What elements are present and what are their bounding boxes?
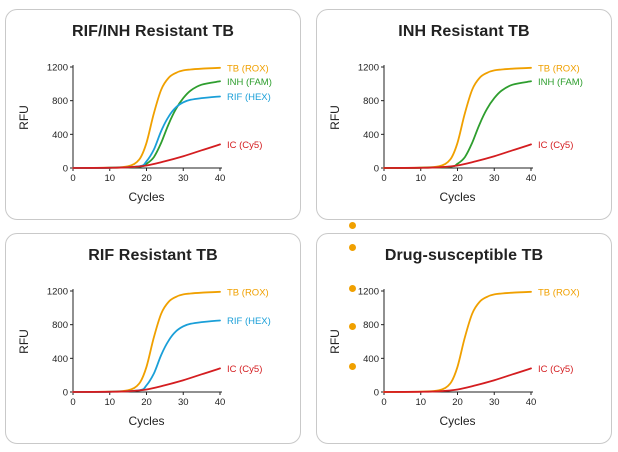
series-line-tb-rox	[383, 66, 532, 169]
chart-title: RIF Resistant TB	[88, 247, 218, 264]
series-line-ic-cy5	[383, 367, 532, 393]
x-tick-label: 0	[70, 173, 75, 184]
series-line-tb-rox	[383, 290, 532, 393]
series-line-tb-rox	[72, 66, 221, 169]
y-axis-label: RFU	[328, 105, 342, 130]
x-tick-label: 30	[178, 173, 189, 184]
y-axis-label: RFU	[17, 105, 31, 130]
x-tick-label: 40	[215, 173, 226, 184]
legend-label-ic-cy5: IC (Cy5)	[227, 364, 262, 375]
chart-title: RIF/INH Resistant TB	[71, 23, 234, 40]
x-tick-label: 40	[526, 173, 537, 184]
chart-panel-inh-resistant: INH Resistant TB 0 10 20 30 40 0 400 800 1200 Cyc…	[316, 9, 612, 220]
series-line-ic-cy5	[383, 143, 532, 169]
y-axis-label: RFU	[17, 329, 31, 354]
y-tick-label: 1200	[358, 63, 379, 74]
x-tick-label: 0	[381, 397, 386, 408]
decorative-dot	[349, 285, 356, 292]
series-line-tb-rox	[72, 290, 221, 393]
legend-label-rif-hex: RIF (HEX)	[227, 316, 271, 327]
x-tick-label: 30	[489, 173, 500, 184]
series-line-inh-fam	[72, 80, 221, 169]
legend-label-tb-rox: TB (ROX)	[227, 287, 269, 298]
x-axis-label: Cycles	[128, 414, 164, 428]
y-tick-label: 0	[63, 388, 68, 399]
decorative-dot	[349, 323, 356, 330]
y-tick-label: 800	[52, 320, 68, 331]
x-tick-label: 20	[452, 397, 463, 408]
legend-label-ic-cy5: IC (Cy5)	[227, 140, 262, 151]
y-tick-label: 1200	[47, 63, 68, 74]
legend-label-tb-rox: TB (ROX)	[538, 63, 580, 74]
legend-label-tb-rox: TB (ROX)	[538, 287, 580, 298]
y-tick-label: 400	[52, 130, 68, 141]
legend-label-rif-hex: RIF (HEX)	[227, 92, 271, 103]
x-tick-label: 20	[141, 397, 152, 408]
chart-panel-drug-susceptible: Drug-susceptible TB 0 10 20 30 40 0 400 800 1200…	[316, 233, 612, 444]
y-tick-label: 400	[52, 354, 68, 365]
x-tick-label: 40	[215, 397, 226, 408]
x-tick-label: 0	[70, 397, 75, 408]
chart-panel-rif-resistant: RIF Resistant TB 0 10 20 30 40 0 400 800 1200 Cyc…	[5, 233, 301, 444]
chart-title: Drug-susceptible TB	[384, 247, 544, 264]
legend-label-tb-rox: TB (ROX)	[227, 63, 269, 74]
y-tick-label: 400	[363, 354, 379, 365]
decorative-dots	[349, 222, 359, 372]
y-tick-label: 0	[374, 388, 379, 399]
x-tick-label: 0	[381, 173, 386, 184]
decorative-dot	[349, 222, 356, 229]
decorative-dot	[349, 244, 356, 251]
y-tick-label: 1200	[47, 287, 68, 298]
y-axis-label: RFU	[328, 329, 342, 354]
y-tick-label: 400	[363, 130, 379, 141]
x-tick-label: 20	[452, 173, 463, 184]
y-tick-label: 800	[363, 96, 379, 107]
x-axis-label: Cycles	[439, 190, 475, 204]
x-tick-label: 10	[104, 397, 115, 408]
x-tick-label: 10	[415, 173, 426, 184]
x-tick-label: 30	[489, 397, 500, 408]
series-line-ic-cy5	[72, 143, 221, 169]
y-tick-label: 800	[52, 96, 68, 107]
x-tick-label: 20	[141, 173, 152, 184]
x-tick-label: 40	[526, 397, 537, 408]
series-line-rif-hex	[72, 319, 221, 393]
legend-label-ic-cy5: IC (Cy5)	[538, 364, 573, 375]
y-tick-label: 1200	[358, 287, 379, 298]
x-tick-label: 30	[178, 397, 189, 408]
y-tick-label: 0	[63, 164, 68, 175]
chart-title: INH Resistant TB	[398, 23, 530, 40]
legend-label-ic-cy5: IC (Cy5)	[538, 140, 573, 151]
x-tick-label: 10	[415, 397, 426, 408]
decorative-dot	[349, 363, 356, 370]
series-line-ic-cy5	[72, 367, 221, 393]
series-line-rif-hex	[72, 95, 221, 169]
y-tick-label: 0	[374, 164, 379, 175]
x-tick-label: 10	[104, 173, 115, 184]
y-tick-label: 800	[363, 320, 379, 331]
series-line-inh-fam	[383, 80, 532, 169]
legend-label-inh-fam: INH (FAM)	[538, 77, 583, 88]
x-axis-label: Cycles	[439, 414, 475, 428]
x-axis-label: Cycles	[128, 190, 164, 204]
legend-label-inh-fam: INH (FAM)	[227, 77, 272, 88]
chart-panel-rif-inh-resistant: RIF/INH Resistant TB 0 10 20 30 40 0 400 800 120…	[5, 9, 301, 220]
